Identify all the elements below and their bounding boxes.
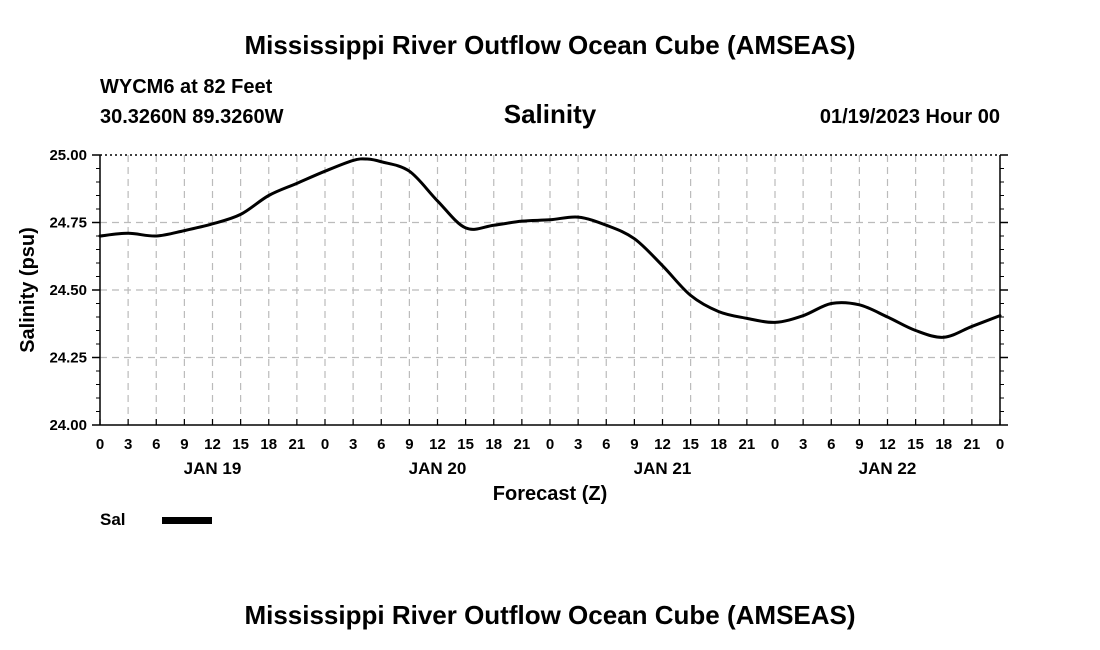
y-axis-title: Salinity (psu) — [17, 227, 39, 353]
x-tick-label: 9 — [180, 436, 188, 453]
x-tick-label: 0 — [96, 436, 104, 453]
x-tick-label: 0 — [771, 436, 779, 453]
x-tick-label: 6 — [827, 436, 835, 453]
x-tick-label: 6 — [602, 436, 610, 453]
x-tick-label: 3 — [349, 436, 357, 453]
y-tick-label: 24.50 — [49, 282, 87, 299]
y-tick-label: 24.75 — [49, 215, 87, 232]
forecast-datetime: 01/19/2023 Hour 00 — [819, 106, 1000, 128]
x-tick-label: 9 — [630, 436, 638, 453]
y-tick-label: 24.00 — [49, 417, 87, 434]
legend-label-sal: Sal — [100, 510, 126, 529]
station-depth: WYCM6 at 82 Feet — [100, 76, 273, 98]
x-tick-label: 15 — [907, 436, 924, 453]
x-tick-label: 12 — [204, 436, 221, 453]
x-day-label: JAN 20 — [409, 459, 467, 478]
x-tick-label: 21 — [739, 436, 756, 453]
x-tick-label: 15 — [232, 436, 249, 453]
x-tick-label: 21 — [289, 436, 306, 453]
station-coordinates: 30.3260N 89.3260W — [100, 106, 284, 128]
x-tick-label: 0 — [546, 436, 554, 453]
x-tick-label: 0 — [321, 436, 329, 453]
x-tick-label: 15 — [457, 436, 474, 453]
page-title: Mississippi River Outflow Ocean Cube (AM… — [244, 30, 856, 60]
x-tick-label: 18 — [260, 436, 277, 453]
x-tick-label: 0 — [996, 436, 1004, 453]
x-tick-label: 9 — [855, 436, 863, 453]
x-day-label: JAN 19 — [184, 459, 242, 478]
x-tick-label: 18 — [485, 436, 502, 453]
x-tick-label: 3 — [124, 436, 132, 453]
x-tick-label: 12 — [879, 436, 896, 453]
x-tick-label: 15 — [682, 436, 699, 453]
legend-swatch-sal — [162, 517, 212, 524]
x-tick-label: 6 — [377, 436, 385, 453]
footer-title: Mississippi River Outflow Ocean Cube (AM… — [244, 600, 856, 630]
x-tick-label: 18 — [935, 436, 952, 453]
y-tick-label: 25.00 — [49, 147, 87, 164]
x-tick-label: 9 — [405, 436, 413, 453]
series-line-sal — [98, 157, 1002, 339]
x-tick-label: 3 — [799, 436, 807, 453]
x-axis-title: Forecast (Z) — [493, 483, 607, 505]
x-tick-label: 12 — [429, 436, 446, 453]
y-tick-label: 24.25 — [49, 350, 87, 367]
x-tick-label: 6 — [152, 436, 160, 453]
x-day-label: JAN 21 — [634, 459, 692, 478]
x-day-label: JAN 22 — [859, 459, 917, 478]
x-tick-label: 21 — [964, 436, 981, 453]
x-tick-label: 18 — [710, 436, 727, 453]
x-tick-label: 12 — [654, 436, 671, 453]
x-tick-label: 3 — [574, 436, 582, 453]
chart-title: Salinity — [503, 99, 597, 129]
x-tick-label: 21 — [514, 436, 531, 453]
